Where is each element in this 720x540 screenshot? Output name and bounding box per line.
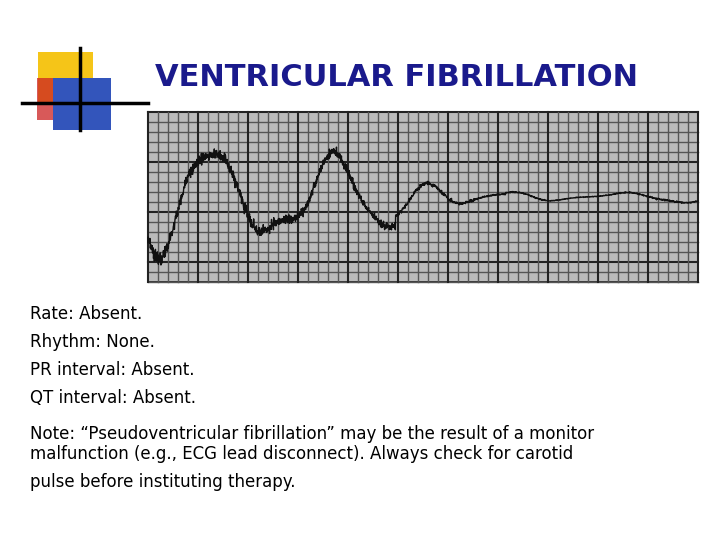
Text: pulse before instituting therapy.: pulse before instituting therapy. xyxy=(30,473,295,491)
Bar xyxy=(148,112,698,282)
Bar xyxy=(53,78,111,130)
Text: VENTRICULAR FIBRILLATION: VENTRICULAR FIBRILLATION xyxy=(155,64,638,92)
Bar xyxy=(37,78,87,120)
Bar xyxy=(38,52,93,102)
Text: QT interval: Absent.: QT interval: Absent. xyxy=(30,389,196,407)
Text: Note: “Pseudoventricular fibrillation” may be the result of a monitor: Note: “Pseudoventricular fibrillation” m… xyxy=(30,425,594,443)
Text: PR interval: Absent.: PR interval: Absent. xyxy=(30,361,194,379)
Text: malfunction (e.g., ECG lead disconnect). Always check for carotid: malfunction (e.g., ECG lead disconnect).… xyxy=(30,445,573,463)
Text: Rate: Absent.: Rate: Absent. xyxy=(30,305,143,323)
Text: Rhythm: None.: Rhythm: None. xyxy=(30,333,155,351)
